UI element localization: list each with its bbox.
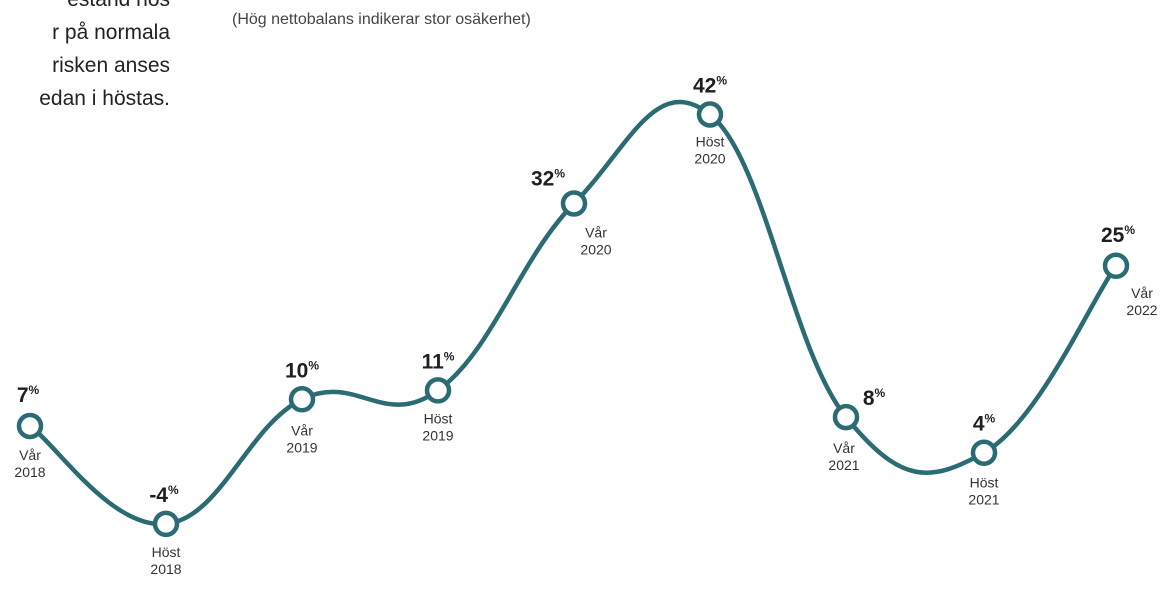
- data-point-marker: [424, 377, 452, 404]
- tick-label-season: Vår: [19, 447, 41, 463]
- chart-subtitle: (Hög nettobalans indikerar stor osäkerhe…: [232, 11, 531, 28]
- data-label: 7%: [17, 383, 40, 407]
- data-point-marker: [696, 101, 724, 128]
- intro-line: edan i höstas.: [39, 87, 170, 110]
- intro-line: risken anses: [52, 54, 170, 77]
- data-label: 25%: [1101, 223, 1135, 247]
- tick-label-year: 2021: [828, 457, 859, 473]
- data-point-marker: [288, 386, 316, 413]
- data-point-marker: [16, 412, 44, 440]
- intro-text: estånd hos r på normala risken anses eda…: [39, 0, 170, 115]
- tick-label-year: 2018: [150, 561, 181, 577]
- intro-line: estånd hos: [39, 0, 170, 16]
- data-label: 10%: [285, 358, 319, 382]
- tick-label-year: 2020: [580, 242, 611, 258]
- data-label: -4%: [149, 483, 179, 507]
- data-label: 42%: [693, 74, 727, 98]
- data-label: 32%: [531, 167, 565, 191]
- data-point-marker: [970, 439, 998, 466]
- tick-label-year: 2018: [14, 464, 45, 480]
- tick-label-year: 2021: [968, 492, 999, 508]
- tick-label-season: Vår: [585, 225, 607, 241]
- tick-label-year: 2022: [1126, 302, 1157, 318]
- tick-label-season: Vår: [833, 440, 855, 456]
- data-point-marker: [832, 403, 860, 431]
- tick-label-season: Höst: [696, 134, 725, 150]
- tick-label-year: 2019: [286, 439, 317, 455]
- data-label: 8%: [863, 386, 886, 410]
- tick-label-season: Vår: [1131, 285, 1153, 301]
- tick-label-season: Höst: [152, 544, 181, 560]
- tick-label-season: Vår: [291, 422, 313, 438]
- tick-label-year: 2019: [422, 427, 453, 443]
- data-point-marker: [560, 190, 588, 217]
- tick-label-year: 2020: [694, 151, 725, 167]
- tick-label-season: Höst: [424, 410, 453, 426]
- data-label: 4%: [973, 412, 996, 436]
- data-label: 11%: [422, 349, 455, 373]
- data-point-marker: [1102, 252, 1130, 280]
- data-point-marker: [152, 510, 180, 538]
- tick-label-season: Höst: [970, 475, 999, 491]
- intro-line: r på normala: [52, 21, 170, 44]
- series-line: [27, 99, 1119, 527]
